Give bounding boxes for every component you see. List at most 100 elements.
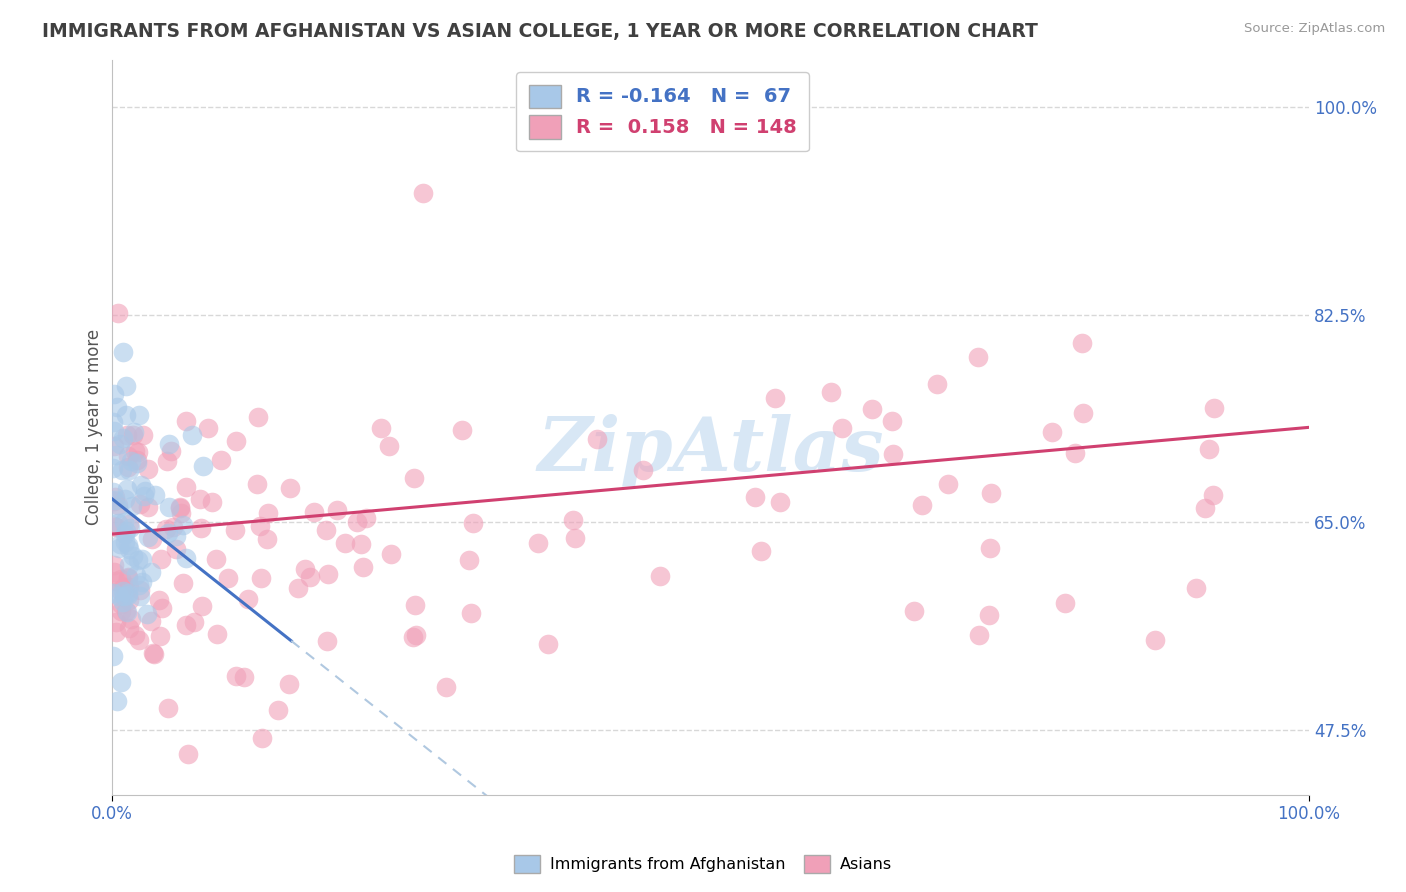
Point xyxy=(107,516,129,530)
Point xyxy=(172,518,194,533)
Point xyxy=(101,586,124,600)
Point xyxy=(124,443,146,458)
Point xyxy=(117,586,139,600)
Point xyxy=(266,703,288,717)
Point xyxy=(105,401,128,415)
Point xyxy=(112,589,135,603)
Point xyxy=(111,583,134,598)
Point xyxy=(402,471,425,485)
Point xyxy=(103,519,125,533)
Point xyxy=(380,548,402,562)
Point xyxy=(117,538,139,552)
Point xyxy=(1040,425,1063,440)
Point xyxy=(120,453,142,467)
Point xyxy=(967,627,990,641)
Point xyxy=(911,498,934,512)
Point xyxy=(162,520,184,534)
Point xyxy=(103,485,125,500)
Point xyxy=(1143,633,1166,648)
Point xyxy=(117,450,139,464)
Point xyxy=(979,541,1001,555)
Point xyxy=(128,578,150,592)
Point xyxy=(114,526,136,541)
Point xyxy=(165,528,187,542)
Text: ZipAtlas: ZipAtlas xyxy=(537,413,883,485)
Point xyxy=(561,513,583,527)
Point xyxy=(180,428,202,442)
Point xyxy=(115,482,138,496)
Point xyxy=(354,511,377,525)
Point xyxy=(205,627,228,641)
Point xyxy=(110,598,132,612)
Point xyxy=(299,570,322,584)
Point xyxy=(157,525,180,540)
Point xyxy=(114,492,136,507)
Point xyxy=(125,568,148,582)
Point xyxy=(174,618,197,632)
Point xyxy=(105,625,128,640)
Point xyxy=(117,580,139,594)
Point xyxy=(127,457,149,471)
Point xyxy=(236,591,259,606)
Point xyxy=(121,428,143,442)
Point xyxy=(768,495,790,509)
Point xyxy=(118,558,141,572)
Point xyxy=(105,694,128,708)
Point xyxy=(980,486,1002,500)
Point xyxy=(882,447,904,461)
Text: IMMIGRANTS FROM AFGHANISTAN VS ASIAN COLLEGE, 1 YEAR OR MORE CORRELATION CHART: IMMIGRANTS FROM AFGHANISTAN VS ASIAN COL… xyxy=(42,22,1038,41)
Point xyxy=(104,574,127,589)
Point xyxy=(169,501,191,516)
Point xyxy=(346,516,368,530)
Y-axis label: College, 1 year or more: College, 1 year or more xyxy=(86,329,103,525)
Point xyxy=(114,535,136,549)
Point xyxy=(131,551,153,566)
Point xyxy=(149,629,172,643)
Point xyxy=(141,533,163,547)
Point xyxy=(201,495,224,509)
Point xyxy=(136,500,159,514)
Point xyxy=(114,516,136,530)
Point xyxy=(128,582,150,597)
Point xyxy=(460,606,482,620)
Point xyxy=(197,421,219,435)
Point xyxy=(749,544,772,558)
Point xyxy=(278,481,301,495)
Point xyxy=(177,747,200,761)
Point xyxy=(150,601,173,615)
Point xyxy=(1071,406,1094,420)
Point xyxy=(1198,442,1220,456)
Point xyxy=(104,490,127,504)
Point xyxy=(294,562,316,576)
Point xyxy=(107,306,129,320)
Point xyxy=(128,632,150,647)
Point xyxy=(157,500,180,514)
Point xyxy=(115,605,138,619)
Point xyxy=(103,558,125,572)
Point xyxy=(246,409,269,424)
Point xyxy=(136,530,159,544)
Point xyxy=(233,670,256,684)
Point xyxy=(105,448,128,462)
Point xyxy=(256,533,278,547)
Point xyxy=(104,492,127,507)
Point xyxy=(110,675,132,690)
Legend: Immigrants from Afghanistan, Asians: Immigrants from Afghanistan, Asians xyxy=(508,848,898,880)
Point xyxy=(103,387,125,401)
Point xyxy=(169,500,191,514)
Point xyxy=(412,186,434,200)
Point xyxy=(131,575,153,590)
Point xyxy=(117,571,139,585)
Point xyxy=(107,498,129,512)
Point xyxy=(450,424,472,438)
Point xyxy=(165,542,187,557)
Point xyxy=(1194,501,1216,516)
Point xyxy=(209,453,232,467)
Point xyxy=(115,524,138,538)
Point xyxy=(903,604,925,618)
Point xyxy=(1070,335,1092,350)
Point xyxy=(139,566,162,580)
Point xyxy=(134,484,156,499)
Point xyxy=(150,552,173,566)
Point xyxy=(103,439,125,453)
